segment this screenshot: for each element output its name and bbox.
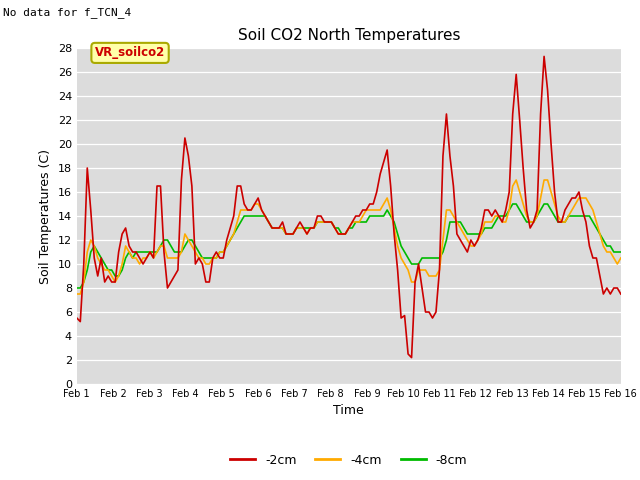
X-axis label: Time: Time <box>333 405 364 418</box>
Title: Soil CO2 North Temperatures: Soil CO2 North Temperatures <box>237 28 460 43</box>
Text: VR_soilco2: VR_soilco2 <box>95 47 165 60</box>
Y-axis label: Soil Temperatures (C): Soil Temperatures (C) <box>39 148 52 284</box>
Legend: -2cm, -4cm, -8cm: -2cm, -4cm, -8cm <box>225 449 472 472</box>
Text: No data for f_TCN_4: No data for f_TCN_4 <box>3 7 131 18</box>
